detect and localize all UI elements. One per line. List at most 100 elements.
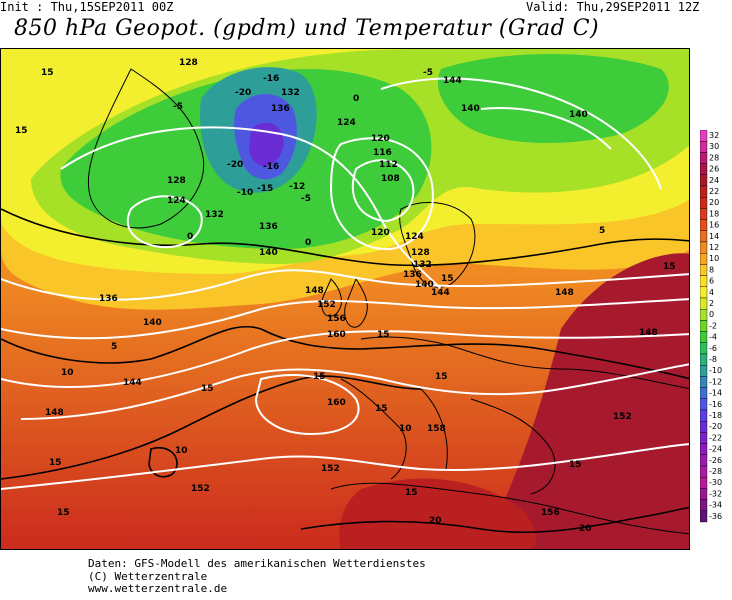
legend-swatch	[699, 152, 708, 164]
geopotential-label: 112	[379, 160, 398, 170]
legend-label: 6	[709, 277, 714, 286]
legend-swatch	[699, 421, 708, 433]
legend-swatch	[699, 376, 708, 388]
temperature-label-group: -16 -20 -20 -16 -15 -12 -10 -5 -5 -5 0 0…	[15, 68, 676, 534]
geopotential-label: 140	[461, 104, 480, 114]
geopotential-label: 140	[143, 318, 162, 328]
legend-swatch	[699, 196, 708, 209]
geopotential-label: 144	[443, 76, 462, 86]
init-time: Init : Thu,15SEP2011 00Z	[0, 0, 174, 14]
temperature-legend: 32 30 28 26 24 22 20 18 16 14 12 10 8 6 4 2 0 -2 -4 -6 -8 -10…	[699, 129, 732, 540]
legend-swatch	[699, 364, 708, 377]
geopotential-label: 144	[123, 378, 142, 388]
temperature-label: -16	[263, 162, 279, 172]
footer: Daten: GFS-Modell des amerikanischen Wet…	[88, 557, 426, 596]
temperature-field-hot	[481, 253, 689, 549]
geopotential-label: 128	[411, 248, 430, 258]
legend-label: 10	[709, 254, 719, 263]
legend-swatch	[699, 185, 708, 198]
geopotential-label: 156	[541, 508, 560, 518]
temperature-label: 15	[313, 372, 326, 382]
legend-swatch	[699, 297, 708, 310]
legend-swatch	[699, 454, 708, 467]
temperature-label: 15	[49, 458, 62, 468]
legend-label: -6	[709, 344, 717, 353]
geopotential-label: 140	[415, 280, 434, 290]
legend-label: -32	[709, 489, 722, 498]
legend-label: 24	[709, 176, 719, 185]
legend-label: -28	[709, 467, 722, 476]
footer-copyright: (C) Wetterzentrale	[88, 569, 208, 583]
legend-label: -10	[709, 366, 722, 375]
legend-swatch	[699, 264, 708, 276]
geopotential-label: 136	[259, 222, 278, 232]
geopotential-label: 160	[327, 398, 346, 408]
legend-swatch	[699, 510, 708, 523]
legend-label: 32	[709, 131, 719, 140]
valid-time: Valid: Thu,29SEP2011 12Z	[526, 0, 700, 14]
legend-label: 28	[709, 153, 719, 162]
footer-source: Daten: GFS-Modell des amerikanischen Wet…	[88, 557, 426, 570]
map-title: 850 hPa Geopot. (gpdm) und Temperatur (G…	[14, 16, 600, 41]
legend-swatch	[699, 320, 708, 332]
legend-swatch	[699, 409, 708, 422]
temperature-label: 15	[435, 372, 448, 382]
legend-label: -8	[709, 355, 717, 364]
temperature-label: -12	[289, 182, 305, 192]
geopotential-label: 140	[569, 110, 588, 120]
coastlines	[87, 68, 689, 535]
temperature-label: 15	[377, 330, 390, 340]
temperature-label: 10	[61, 368, 74, 378]
geopotential-label: 124	[405, 232, 424, 242]
legend-swatch	[699, 174, 708, 187]
legend-label: -14	[709, 389, 722, 398]
temperature-label: 15	[441, 274, 454, 284]
temperature-label: -20	[227, 160, 243, 170]
legend-swatch	[699, 208, 708, 220]
geopotential-label: 148	[45, 408, 64, 418]
geopotential-label: 160	[327, 330, 346, 340]
legend-label: 14	[709, 232, 719, 241]
legend-swatch	[699, 477, 708, 489]
temperature-label: 0	[305, 238, 311, 248]
legend-label: -2	[709, 321, 717, 330]
geopotential-label: 132	[281, 88, 300, 98]
temperature-label: 10	[399, 424, 412, 434]
temperature-isolines	[1, 208, 689, 534]
temperature-label: -10	[237, 188, 253, 198]
temperature-label: 15	[15, 126, 28, 136]
legend-label: 0	[709, 310, 714, 319]
geopotential-label: 158	[427, 424, 446, 434]
temperature-field-hot-south	[339, 478, 536, 549]
temperature-label: 10	[175, 446, 188, 456]
geopotential-label: 132	[205, 210, 224, 220]
geopotential-label: 152	[191, 484, 210, 494]
footer-link[interactable]: www.wetterzentrale.de	[88, 582, 228, 595]
legend-label: 4	[709, 288, 714, 297]
geopotential-label-group: 128 132 136 124 120 116 112 108 144 140 …	[45, 58, 658, 518]
geopotential-label: 116	[373, 148, 392, 158]
legend-label: 8	[709, 265, 714, 274]
legend-swatch	[699, 499, 708, 512]
legend-labels: 32302826242220181614121086420-2-4-6-8-10…	[709, 131, 722, 521]
legend-swatch	[699, 465, 708, 478]
map-svg: 128 132 136 124 120 116 112 108 144 140 …	[1, 49, 689, 549]
legend-swatch	[699, 308, 708, 321]
geopotential-label: 136	[271, 104, 290, 114]
temperature-label: 15	[663, 262, 676, 272]
legend-swatch	[699, 230, 708, 243]
temperature-label: 15	[41, 68, 54, 78]
temperature-label: 15	[375, 404, 388, 414]
legend-swatch	[699, 387, 708, 400]
temperature-label: 15	[201, 384, 214, 394]
temperature-label: 15	[569, 460, 582, 470]
legend-label: 16	[709, 221, 719, 230]
legend-label: -26	[709, 456, 722, 465]
geopotential-label: 148	[639, 328, 658, 338]
geopotential-label: 128	[179, 58, 198, 68]
legend-label: 30	[709, 142, 719, 151]
legend-swatch	[699, 219, 708, 231]
geopotential-label: 120	[371, 228, 390, 238]
legend-swatch	[699, 140, 708, 153]
temperature-label: -16	[263, 74, 279, 84]
